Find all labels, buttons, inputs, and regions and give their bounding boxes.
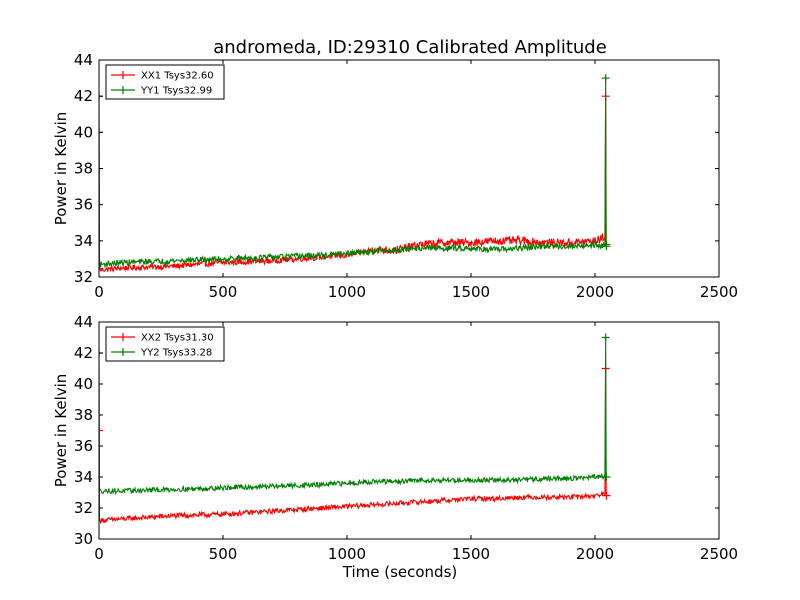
series-marker xyxy=(601,333,610,342)
chart-panel-2: 0 500 1000 1500 2000 2500 30 32 34 36 38 40 42 44 Powe… xyxy=(52,313,738,581)
series-marker xyxy=(602,242,611,251)
y-tick-label: 42 xyxy=(74,344,93,362)
y-axis-label: Power in Kelvin xyxy=(52,374,70,488)
y-tick-label: 32 xyxy=(74,499,93,517)
y-tick-label: 38 xyxy=(74,160,93,178)
series-line-yy xyxy=(99,337,607,496)
legend-label: XX2 Tsys31.30 xyxy=(141,333,214,344)
y-tick-label: 32 xyxy=(74,268,93,286)
x-tick-label: 2500 xyxy=(700,545,738,563)
x-tick-label: 0 xyxy=(94,283,104,301)
y-tick-label: 36 xyxy=(74,437,93,455)
legend-label: XX1 Tsys32.60 xyxy=(141,71,214,82)
x-tick-label: 0 xyxy=(94,545,104,563)
x-tick-label: 2000 xyxy=(576,545,614,563)
legend-box xyxy=(105,326,225,362)
series-line-xx xyxy=(99,368,607,525)
y-tick-label: 44 xyxy=(74,313,93,331)
y-tick-label: 40 xyxy=(74,375,93,393)
series-marker xyxy=(602,473,611,481)
x-tick-label: 500 xyxy=(209,283,238,301)
x-tick-label: 500 xyxy=(209,545,238,563)
legend-label: YY2 Tsys33.28 xyxy=(140,348,212,359)
y-tick-label: 38 xyxy=(74,406,93,424)
axes-frame xyxy=(98,321,720,540)
x-tick-label: 1000 xyxy=(328,545,366,563)
series-line-yy xyxy=(99,78,607,269)
x-tick-label: 2500 xyxy=(700,283,738,301)
x-tick-label: 1500 xyxy=(452,283,490,301)
series-marker xyxy=(602,491,611,500)
x-tick-label: 1000 xyxy=(328,283,366,301)
legend: XX2 Tsys31.30 YY2 Tsys33.28 xyxy=(105,326,225,362)
y-tick-label: 42 xyxy=(74,87,93,105)
y-tick-label: 44 xyxy=(74,51,93,69)
series-marker xyxy=(99,426,103,435)
y-tick-label: 34 xyxy=(74,232,93,250)
chart-title: andromeda, ID:29310 Calibrated Amplitude xyxy=(213,37,607,58)
chart-panel-1: 0 500 1000 1500 2000 2500 32 34 36 38 40 42 44 Power … xyxy=(52,51,738,301)
x-tick-label: 2000 xyxy=(576,283,614,301)
legend: XX1 Tsys32.60 YY1 Tsys32.99 xyxy=(105,64,225,100)
y-tick-label: 36 xyxy=(74,196,93,214)
y-tick-label: 34 xyxy=(74,468,93,486)
legend-label: YY1 Tsys32.99 xyxy=(140,86,212,97)
y-tick-label: 40 xyxy=(74,123,93,141)
x-axis-label: Time (seconds) xyxy=(342,563,458,581)
series-marker xyxy=(601,74,610,83)
y-tick-label: 30 xyxy=(74,530,93,548)
legend-box xyxy=(105,64,225,100)
y-axis-label: Power in Kelvin xyxy=(52,112,70,226)
x-tick-label: 1500 xyxy=(452,545,490,563)
